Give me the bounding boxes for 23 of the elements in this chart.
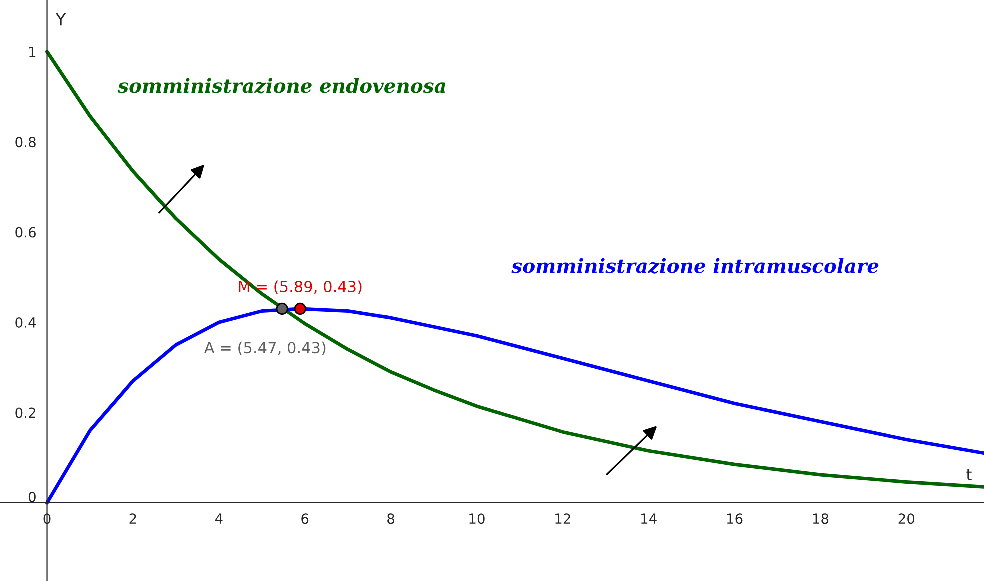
x-tick-label: 20 [898, 514, 915, 524]
x-tick-label: 18 [813, 514, 829, 524]
annotation: A = (5.47, 0.43) [204, 342, 326, 356]
series-label: somministrazione endovenosa [118, 78, 446, 94]
y-axis-title: Y [56, 13, 66, 26]
y-tick-label: 1 [30, 47, 36, 58]
x-tick-label: 14 [642, 514, 657, 524]
x-tick-label: 2 [130, 514, 136, 524]
x-tick-label: 12 [556, 514, 570, 524]
x-tick-label: 16 [727, 514, 743, 524]
text: somministrazione intramuscolare [512, 258, 879, 274]
y-tick-label: 0.6 [16, 227, 36, 238]
x-tick-label: 8 [388, 514, 394, 524]
x-tick-label: 10 [470, 514, 485, 524]
y-tick-label: 0.2 [16, 408, 36, 418]
x-axis-title: t [966, 469, 972, 480]
x-tick-label: 6 [302, 514, 309, 524]
y-tick-label: 0 [28, 492, 36, 502]
line-series [46, 50, 984, 489]
y-tick-label: 0.4 [16, 317, 36, 328]
y-tick-label: 0.8 [16, 137, 36, 148]
annotation: M = (5.89, 0.43) [239, 280, 362, 294]
x-tick-label: 4 [215, 514, 223, 524]
